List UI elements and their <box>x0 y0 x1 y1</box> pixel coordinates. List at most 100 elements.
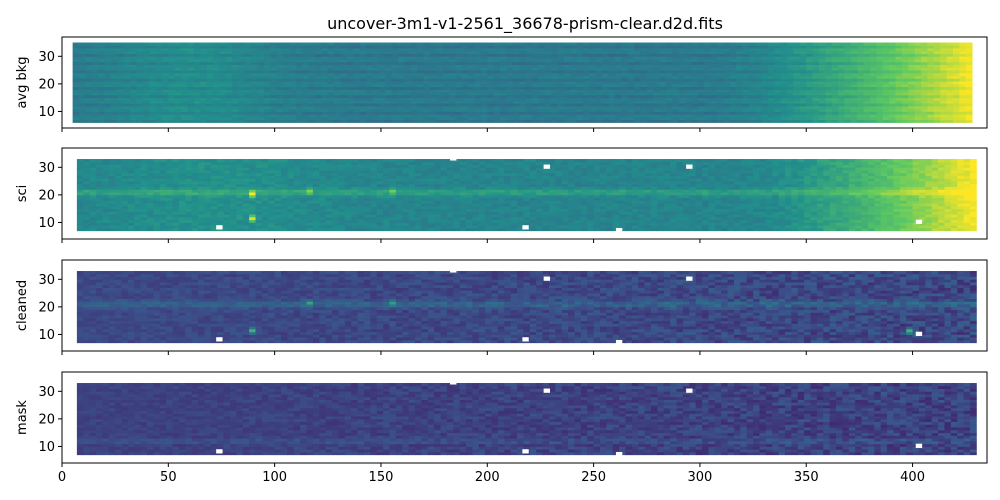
heatmap-cell <box>697 59 705 63</box>
heatmap-cell <box>716 119 724 123</box>
avg-bkg-axes-frame <box>61 36 988 129</box>
heatmap-cell <box>940 72 947 77</box>
heatmap-cell <box>334 119 341 123</box>
heatmap-cell <box>525 92 533 96</box>
heatmap-cell <box>455 53 463 57</box>
heatmap-cell <box>121 175 129 179</box>
heatmap-cell <box>723 94 731 99</box>
heatmap-cell <box>729 86 737 90</box>
heatmap-cell <box>270 116 278 121</box>
heatmap-cell <box>621 75 629 79</box>
heatmap-cell <box>940 111 947 115</box>
heatmap-cell <box>302 108 310 112</box>
heatmap-cell <box>168 83 176 88</box>
heatmap-cell <box>653 50 660 54</box>
heatmap-cell <box>174 81 182 85</box>
heatmap-cell <box>653 67 660 71</box>
heatmap-cell <box>659 56 667 60</box>
heatmap-cell <box>474 75 482 79</box>
heatmap-cell <box>136 67 144 71</box>
heatmap-cell <box>608 59 616 63</box>
heatmap-cell <box>115 192 122 196</box>
heatmap-cell <box>385 94 392 99</box>
heatmap-cell <box>159 203 167 207</box>
heatmap-cell <box>946 116 954 121</box>
heatmap-cell <box>838 92 845 96</box>
heatmap-cell <box>155 86 163 90</box>
heatmap-cell <box>640 111 648 115</box>
heatmap-cell <box>512 86 520 90</box>
heatmap-cell <box>755 97 762 101</box>
heatmap-cell <box>274 203 282 207</box>
heatmap-cell <box>965 45 973 49</box>
heatmap-cell <box>882 59 890 63</box>
heatmap-cell <box>117 42 125 46</box>
heatmap-cell <box>102 164 110 168</box>
heatmap-cell <box>255 194 263 199</box>
heatmap-cell <box>838 103 845 107</box>
heatmap-cell <box>557 45 565 49</box>
heatmap-cell <box>774 100 782 104</box>
heatmap-cell <box>153 183 161 188</box>
heatmap-cell <box>531 78 539 82</box>
heatmap-cell <box>742 92 750 96</box>
heatmap-cell <box>723 42 731 46</box>
heatmap-cell <box>506 81 514 85</box>
heatmap-cell <box>255 167 263 171</box>
heatmap-cell <box>614 94 622 99</box>
heatmap-cell <box>242 167 250 171</box>
heatmap-cell <box>79 116 86 121</box>
heatmap-cell <box>410 116 418 121</box>
heatmap-cell <box>123 45 131 49</box>
heatmap-cell <box>219 61 227 65</box>
heatmap-cell <box>378 114 386 118</box>
heatmap-cell <box>191 161 199 165</box>
heatmap-cell <box>921 59 928 63</box>
heatmap-cell <box>244 111 252 115</box>
heatmap-cell <box>952 59 960 63</box>
heatmap-cell <box>748 108 756 112</box>
heatmap-cell <box>449 92 456 96</box>
heatmap-cell <box>908 89 916 93</box>
heatmap-cell <box>104 61 112 65</box>
heatmap-cell <box>500 86 507 90</box>
heatmap-cell <box>621 70 629 74</box>
heatmap-cell <box>217 159 225 163</box>
heatmap-cell <box>181 78 188 82</box>
heatmap-cell <box>927 86 935 90</box>
heatmap-cell <box>346 86 354 90</box>
heatmap-cell <box>799 108 807 112</box>
heatmap-cell <box>665 67 673 71</box>
heatmap-cell <box>289 108 297 112</box>
heatmap-cell <box>627 86 635 90</box>
heatmap-cell <box>147 208 154 212</box>
heatmap-cell <box>83 164 91 168</box>
heatmap-cell <box>261 181 269 185</box>
heatmap-cell <box>264 97 271 101</box>
heatmap-cell <box>608 114 616 118</box>
heatmap-cell <box>79 103 86 107</box>
heatmap-cell <box>289 78 297 82</box>
heatmap-cell <box>404 75 412 79</box>
heatmap-cell <box>168 67 176 71</box>
heatmap-cell <box>289 72 297 77</box>
heatmap-cell <box>544 48 552 52</box>
heatmap-cell <box>229 227 237 232</box>
heatmap-cell <box>149 111 156 115</box>
heatmap-cell <box>225 97 233 101</box>
heatmap-cell <box>140 161 148 165</box>
heatmap-cell <box>315 48 322 52</box>
heatmap-cell <box>212 61 220 65</box>
heatmap-cell <box>723 61 731 65</box>
heatmap-cell <box>236 192 244 196</box>
heatmap-cell <box>123 105 131 110</box>
heatmap-cell <box>200 56 207 60</box>
heatmap-cell <box>723 70 731 74</box>
heatmap-cell <box>729 78 737 82</box>
heatmap-cell <box>621 83 629 88</box>
heatmap-cell <box>136 75 144 79</box>
heatmap-cell <box>621 119 629 123</box>
heatmap-cell <box>225 48 233 52</box>
heatmap-cell <box>134 214 142 218</box>
heatmap-cell <box>742 116 750 121</box>
